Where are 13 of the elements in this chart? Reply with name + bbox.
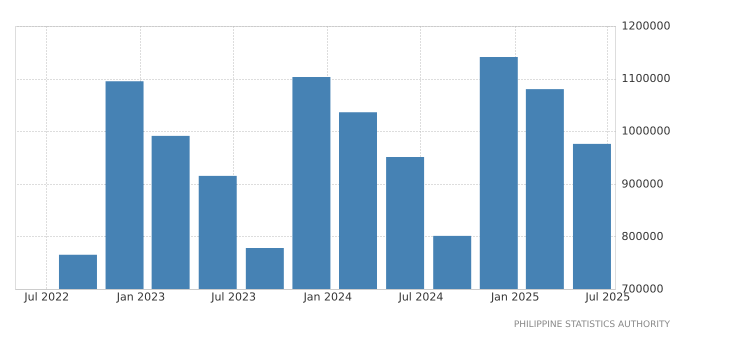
x-tick-label: Jul 2024 <box>398 290 444 304</box>
x-tick-label: Jul 2022 <box>23 290 70 304</box>
x-tick-label: Jul 2023 <box>210 290 256 304</box>
y-tick-label: 1100000 <box>622 72 670 86</box>
y-tick-label: 800000 <box>622 230 664 243</box>
y-tick-label: 900000 <box>622 177 664 190</box>
x-tick-label: Jan 2025 <box>490 290 540 304</box>
text: PHILIPPINE STATISTICS AUTHORITY <box>514 320 670 330</box>
x-tick-label: Jan 2023 <box>116 290 166 304</box>
y-tick-label: 1200000 <box>622 20 670 32</box>
x-tick-label: Jul 2025 <box>584 290 630 304</box>
x-tick-label: Jan 2024 <box>302 290 352 304</box>
y-tick-label: 1000000 <box>622 124 670 138</box>
